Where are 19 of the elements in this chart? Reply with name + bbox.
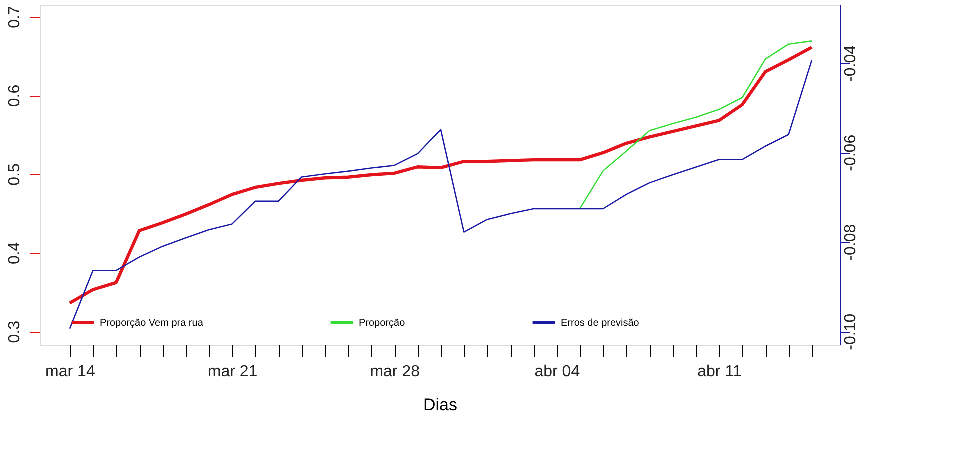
x-tick-label: mar 14 [46, 364, 96, 380]
x-tick-label: mar 21 [208, 364, 258, 380]
x-tick-label: mar 28 [370, 364, 420, 380]
y-tick-label: 0.4 [6, 242, 24, 265]
legend-label: Proporção [359, 318, 406, 329]
legend-label: Erros de previsão [561, 318, 640, 329]
y2-tick-label: -0.06 [842, 134, 860, 172]
y-tick-label: 0.5 [6, 163, 24, 186]
x-tick-label: abr 11 [698, 364, 742, 380]
y-tick-label: 0.6 [6, 84, 24, 108]
y-tick-label: 0.7 [6, 6, 24, 28]
legend-label: Proporção Vem pra rua [100, 318, 204, 329]
x-tick-label: abr 04 [534, 364, 580, 380]
y2-tick-label: -0.04 [842, 45, 860, 82]
y2-tick-label: -0.08 [842, 224, 860, 261]
y-tick-label: 0.3 [6, 320, 24, 344]
y2-tick-label: -0.10 [842, 314, 860, 350]
line-series [579, 40, 813, 210]
x-axis-title: Dias [423, 396, 458, 414]
